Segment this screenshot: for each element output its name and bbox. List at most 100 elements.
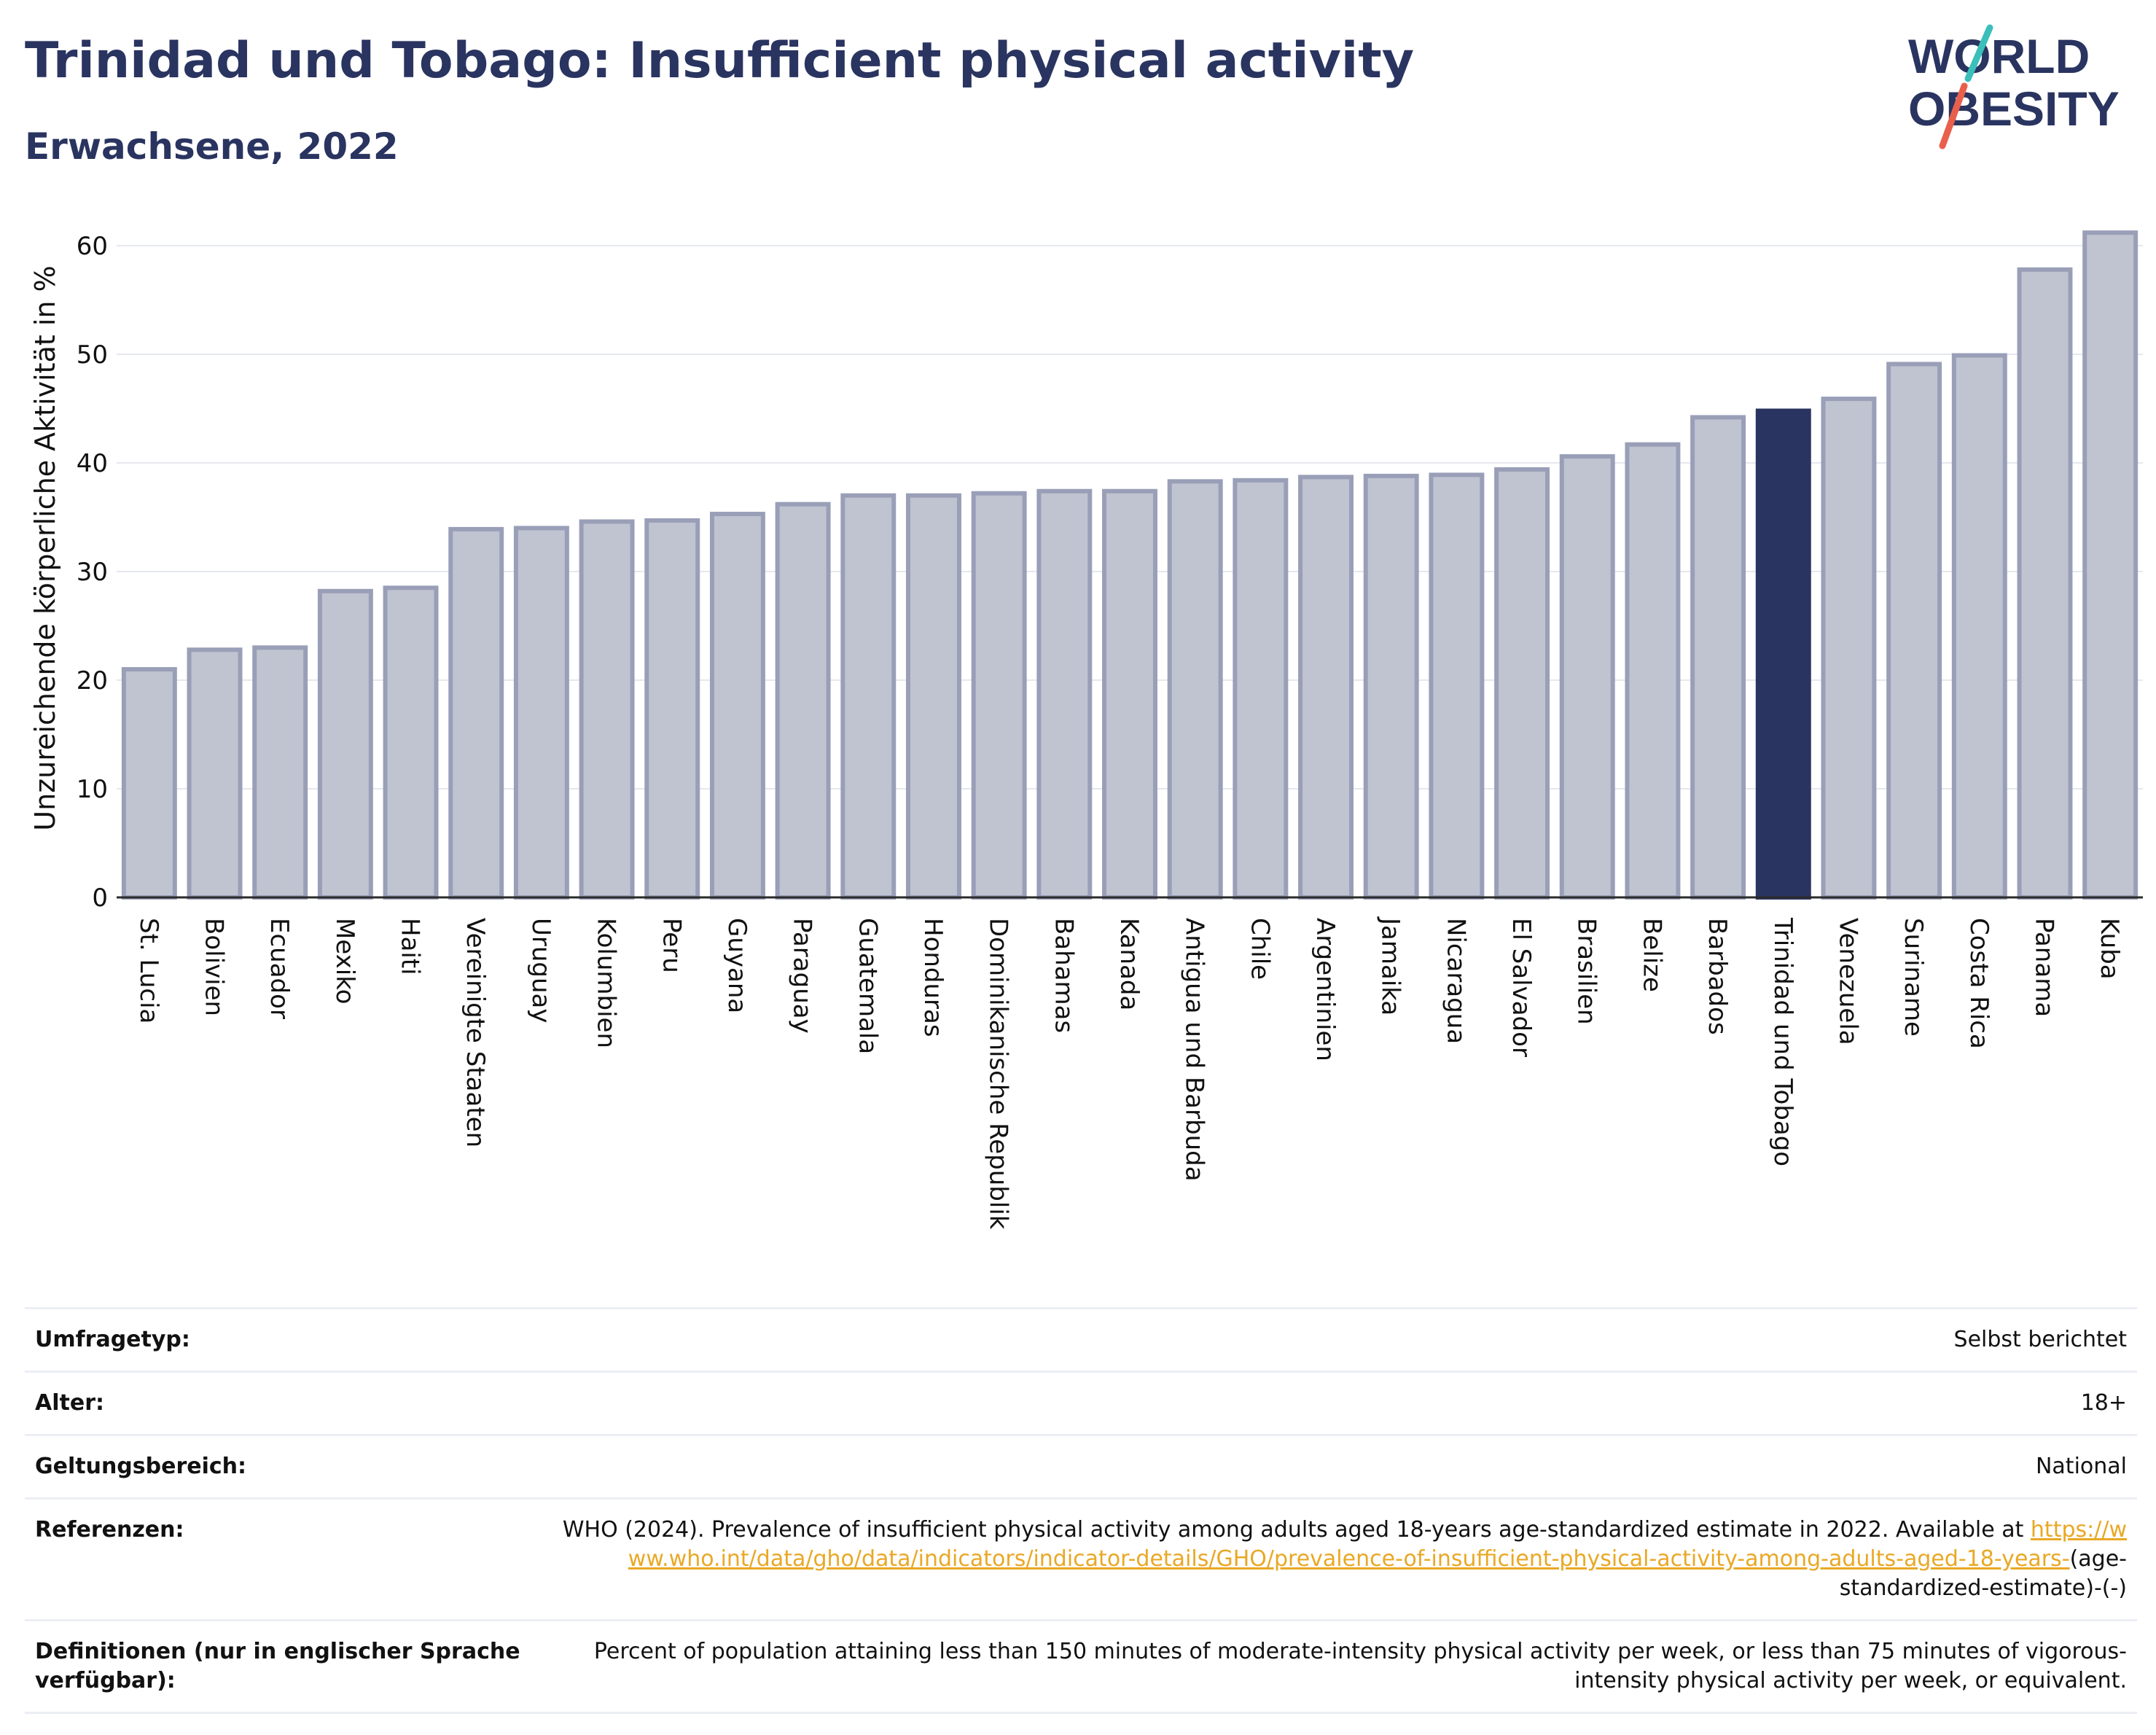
meta-row-references: Referenzen: WHO (2024). Prevalence of in… — [25, 1497, 2137, 1619]
meta-row-scope: Geltungsbereich: National — [25, 1434, 2137, 1497]
bar — [1559, 454, 1615, 900]
x-tick-label: Bahamas — [1049, 918, 1078, 1033]
bar — [1298, 475, 1354, 900]
survey-type-label: Umfragetyp: — [35, 1327, 190, 1352]
reference-text: WHO (2024). Prevalence of insufficient p… — [562, 1517, 2024, 1543]
y-tick-label: 40 — [77, 449, 108, 478]
logo-slash-teal — [1964, 24, 1993, 82]
x-tick-label: Barbados — [1703, 918, 1732, 1035]
x-ticks: St. Lucia Bolivien Ecuador Mexiko Haiti Verei… — [134, 916, 2124, 1230]
bar — [317, 588, 373, 900]
bar — [1036, 488, 1093, 900]
x-tick-label: Jamaika — [1376, 916, 1405, 1015]
references-value: WHO (2024). Prevalence of insufficient p… — [545, 1516, 2127, 1603]
x-tick-label: Peru — [657, 918, 686, 973]
x-tick-label: Trinidad und Tobago — [1768, 917, 1797, 1166]
world-obesity-logo: WORLD OBESITY — [1908, 24, 2120, 149]
meta-row-survey: Umfragetyp: Selbst berichtet — [25, 1307, 2137, 1371]
bar — [1690, 415, 1746, 900]
bar — [1167, 479, 1223, 900]
x-tick-label: Costa Rica — [1964, 918, 1993, 1049]
bar — [1494, 467, 1550, 900]
definitions-label: Definitionen (nur in englischer Sprache … — [35, 1639, 520, 1693]
chart-title: Trinidad und Tobago: Insufficient physic… — [25, 32, 1415, 90]
x-tick-label: El Salvador — [1507, 918, 1536, 1057]
reference-suffix: (age-standardized-estimate)-(-) — [1839, 1546, 2127, 1601]
bar — [383, 585, 439, 900]
y-tick-label: 20 — [77, 666, 108, 695]
reference-link[interactable]: https://www.who.int/data/gho/data/indica… — [628, 1517, 2127, 1572]
age-label: Alter: — [35, 1390, 104, 1416]
bar — [187, 647, 243, 900]
x-tick-label: Venezuela — [1833, 918, 1862, 1045]
x-tick-label: Paraguay — [788, 918, 817, 1034]
bar — [448, 526, 504, 900]
x-tick-label: Honduras — [918, 918, 948, 1037]
meta-row-definitions: Definitionen (nur in englischer Sprache … — [25, 1619, 2137, 1714]
x-tick-label: Antigua und Barbuda — [1180, 918, 1209, 1182]
x-tick-label: Chile — [1245, 918, 1274, 980]
y-tick-label: 30 — [77, 558, 108, 587]
x-tick-label: Bolivien — [200, 918, 229, 1016]
bar — [971, 491, 1027, 900]
y-tick-label: 0 — [92, 884, 108, 913]
x-tick-label: Suriname — [1899, 918, 1928, 1037]
logo-slash-red — [1939, 82, 1968, 149]
bar — [579, 519, 635, 900]
x-tick-label: Vereinigte Staaten — [461, 918, 490, 1147]
y-tick-label: 60 — [77, 232, 108, 261]
scope-value: National — [2035, 1454, 2127, 1479]
bar — [1429, 472, 1485, 900]
logo-obesity-text: OBESITY — [1908, 82, 2120, 136]
x-tick-label: Kuba — [2095, 918, 2124, 980]
logo-world-text: WORLD — [1908, 29, 2090, 83]
meta-row-age: Alter: 18+ — [25, 1371, 2137, 1434]
y-axis-label: Unzureichende körperliche Aktivität in % — [29, 265, 61, 830]
y-tick-label: 50 — [77, 340, 108, 370]
bars-layer — [117, 230, 2143, 900]
definitions-value: Percent of population attaining less tha… — [593, 1639, 2127, 1693]
bar — [121, 667, 177, 900]
bar — [709, 512, 765, 900]
bar — [1951, 353, 2007, 900]
y-tick-label: 10 — [77, 775, 108, 804]
bar — [1102, 488, 1157, 900]
x-tick-label: Panama — [2029, 918, 2058, 1017]
x-tick-label: Belize — [1637, 918, 1666, 992]
x-tick-label: Haiti — [396, 918, 425, 975]
x-tick-label: Nicaragua — [1441, 918, 1470, 1044]
bar — [2017, 267, 2073, 900]
x-tick-label: Brasilien — [1572, 918, 1601, 1025]
bar — [1625, 442, 1681, 900]
x-tick-label: Kolumbien — [592, 918, 621, 1048]
x-tick-label: Kanada — [1114, 918, 1144, 1010]
bar — [775, 502, 831, 900]
x-tick-label: Uruguay — [526, 918, 555, 1024]
bar — [1821, 397, 1877, 900]
x-tick-label: Guatemala — [853, 918, 882, 1054]
bar-highlight — [1755, 408, 1811, 900]
x-tick-label: Mexiko — [330, 918, 359, 1005]
bar — [905, 493, 961, 900]
scope-label: Geltungsbereich: — [35, 1454, 247, 1479]
x-tick-label: St. Lucia — [134, 918, 163, 1024]
bar — [1886, 362, 1942, 900]
metadata-table: Umfragetyp: Selbst berichtet Alter: 18+ … — [25, 1307, 2137, 1714]
bar — [252, 645, 308, 900]
references-label: Referenzen: — [35, 1517, 184, 1543]
bar — [1233, 477, 1289, 900]
y-ticks: 0 10 20 30 40 50 60 — [77, 232, 108, 913]
x-tick-label: Ecuador — [265, 918, 294, 1019]
bar — [1363, 473, 1419, 900]
survey-type-value: Selbst berichtet — [1953, 1327, 2127, 1352]
bar-chart: 0 10 20 30 40 50 60 St. Lucia Bolivien Ecuador Me… — [29, 230, 2143, 1230]
chart-subtitle: Erwachsene, 2022 — [25, 125, 399, 168]
x-tick-label: Argentinien — [1311, 918, 1340, 1061]
bar — [2082, 230, 2139, 900]
bar — [644, 518, 700, 900]
x-tick-label: Dominikanische Republik — [984, 918, 1013, 1230]
bar — [513, 526, 569, 900]
x-tick-label: Guyana — [722, 918, 751, 1013]
bar — [840, 493, 897, 900]
age-value: 18+ — [2080, 1390, 2127, 1416]
